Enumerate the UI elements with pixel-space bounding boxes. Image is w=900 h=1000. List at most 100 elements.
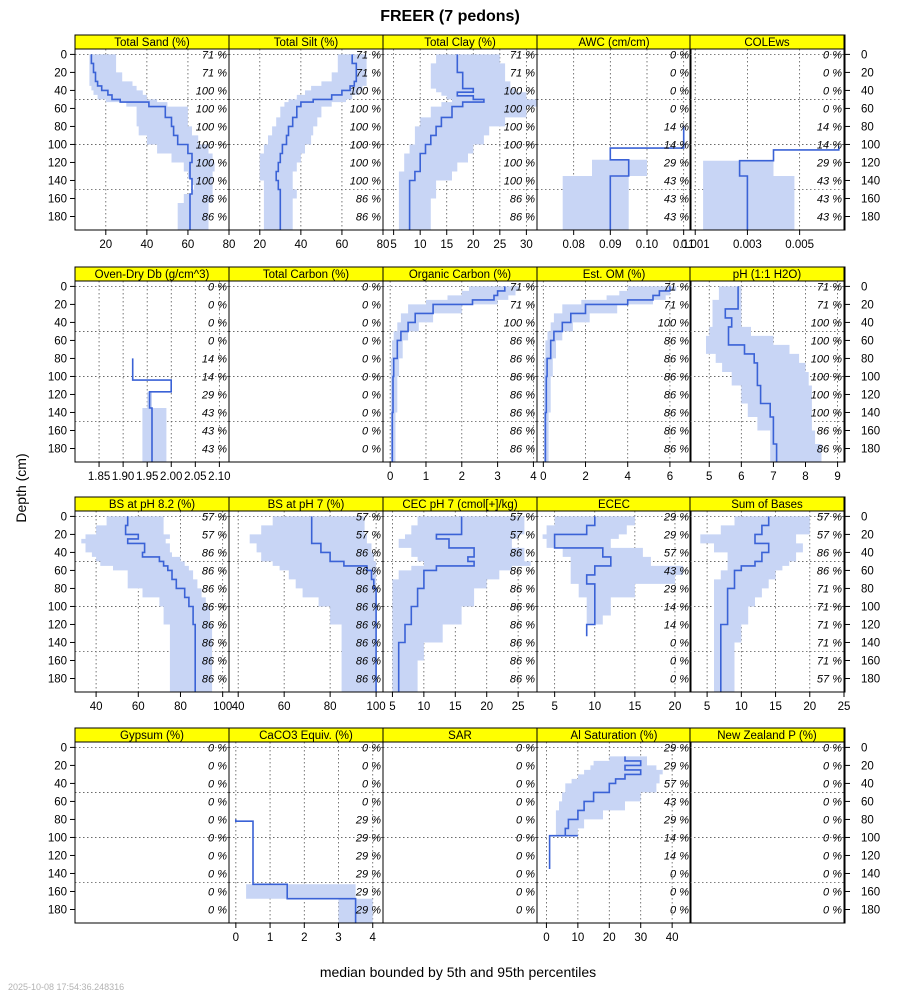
percentile-band bbox=[542, 516, 683, 637]
percent-label: 86 % bbox=[356, 583, 381, 595]
depth-tick-label-right: 80 bbox=[861, 353, 874, 365]
x-tick-label: 1.90 bbox=[112, 471, 134, 483]
percent-label: 29 % bbox=[201, 389, 227, 401]
percent-label: 29 % bbox=[816, 157, 842, 169]
percent-label: 86 % bbox=[202, 565, 227, 577]
panel-strip-label: AWC (cm/cm) bbox=[578, 37, 649, 49]
depth-tick-label-left: 40 bbox=[54, 317, 67, 329]
depth-tick-label-right: 0 bbox=[861, 511, 867, 523]
percentile-band bbox=[398, 54, 537, 230]
x-tick-label: 20 bbox=[99, 239, 112, 251]
percent-label: 57 % bbox=[817, 673, 842, 685]
percent-label: 86 % bbox=[510, 547, 535, 559]
percentile-band bbox=[562, 126, 684, 230]
percent-label: 0 % bbox=[670, 103, 689, 115]
percent-label: 86 % bbox=[510, 443, 535, 455]
percent-label: 0 % bbox=[823, 103, 842, 115]
percent-label: 29 % bbox=[663, 814, 689, 826]
percent-label: 29 % bbox=[663, 742, 689, 754]
percent-label: 29 % bbox=[663, 157, 689, 169]
x-tick-label: 40 bbox=[90, 701, 103, 713]
percent-label: 29 % bbox=[355, 868, 381, 880]
percent-label: 0 % bbox=[823, 886, 842, 898]
percent-label: 14 % bbox=[664, 601, 689, 613]
percent-label: 0 % bbox=[362, 425, 381, 437]
x-tick-label: 4 bbox=[370, 932, 377, 944]
median-line bbox=[544, 286, 671, 462]
x-tick-label: 0.003 bbox=[733, 239, 762, 251]
depth-tick-label-left: 140 bbox=[48, 407, 67, 419]
x-tick-label: 20 bbox=[803, 701, 816, 713]
percent-label: 43 % bbox=[664, 796, 689, 808]
percent-label: 0 % bbox=[362, 778, 381, 790]
percent-label: 0 % bbox=[208, 281, 227, 293]
depth-tick-label-left: 0 bbox=[61, 281, 67, 293]
percentile-band bbox=[700, 516, 810, 692]
percent-label: 100 % bbox=[658, 317, 689, 329]
x-tick-label: 6 bbox=[738, 471, 744, 483]
depth-tick-label-left: 40 bbox=[54, 547, 67, 559]
percent-label: 0 % bbox=[516, 904, 535, 916]
depth-tick-label-right: 20 bbox=[861, 760, 874, 772]
panel-data-group bbox=[703, 146, 840, 230]
x-tick-label: 20 bbox=[669, 701, 682, 713]
percent-label: 57 % bbox=[817, 529, 842, 541]
depth-tick-label-left: 80 bbox=[54, 121, 67, 133]
x-tick-label: 20 bbox=[253, 239, 266, 251]
percent-label: 0 % bbox=[208, 742, 227, 754]
percent-label: 0 % bbox=[362, 443, 381, 455]
median-line bbox=[397, 516, 475, 692]
median-line bbox=[548, 756, 642, 869]
depth-tick-label-right: 60 bbox=[861, 335, 874, 347]
panel-data-group bbox=[544, 286, 677, 462]
depth-tick-label-right: 180 bbox=[861, 673, 880, 685]
percent-label: 0 % bbox=[208, 868, 227, 880]
percent-label: 100 % bbox=[811, 317, 842, 329]
percent-label: 71 % bbox=[202, 49, 227, 61]
percent-label: 86 % bbox=[664, 389, 689, 401]
percent-label: 14 % bbox=[202, 371, 227, 383]
percentile-band bbox=[249, 516, 377, 692]
depth-tick-label-right: 160 bbox=[861, 886, 880, 898]
x-tick-label: 5 bbox=[551, 701, 557, 713]
percent-label: 100 % bbox=[811, 335, 842, 347]
panel-data-group bbox=[398, 54, 537, 230]
percent-label: 14 % bbox=[664, 121, 689, 133]
percent-label: 0 % bbox=[208, 778, 227, 790]
percent-label: 86 % bbox=[202, 547, 227, 559]
percent-label: 43 % bbox=[817, 193, 842, 205]
panel-data-group bbox=[562, 126, 685, 230]
depth-tick-label-left: 80 bbox=[54, 583, 67, 595]
percent-label: 86 % bbox=[202, 637, 227, 649]
percent-label: 0 % bbox=[823, 760, 842, 772]
panel-border bbox=[689, 741, 845, 924]
percent-label: 57 % bbox=[356, 511, 381, 523]
x-tick-label: 40 bbox=[140, 239, 153, 251]
percentile-band bbox=[392, 516, 531, 692]
percentile-band bbox=[259, 54, 367, 230]
depth-tick-label-right: 60 bbox=[861, 103, 874, 115]
depth-tick-label-right: 0 bbox=[861, 742, 867, 754]
x-tick-label: 20 bbox=[467, 239, 480, 251]
depth-tick-label-right: 120 bbox=[861, 157, 880, 169]
percent-label: 100 % bbox=[811, 371, 842, 383]
median-line bbox=[131, 358, 172, 462]
percentile-band bbox=[81, 516, 213, 692]
panel-strip-label: New Zealand P (%) bbox=[717, 730, 817, 742]
panel-strip-label: COLEws bbox=[744, 37, 790, 49]
percent-label: 43 % bbox=[202, 425, 227, 437]
percent-label: 71 % bbox=[202, 67, 227, 79]
panel-data-group bbox=[700, 516, 810, 692]
percent-label: 29 % bbox=[355, 832, 381, 844]
x-tick-label: 20 bbox=[603, 932, 616, 944]
percent-label: 0 % bbox=[516, 742, 535, 754]
depth-tick-label-right: 60 bbox=[861, 565, 874, 577]
percent-label: 43 % bbox=[817, 211, 842, 223]
depth-tick-label-left: 0 bbox=[61, 49, 67, 61]
x-tick-label: 40 bbox=[294, 239, 307, 251]
depth-tick-label-right: 160 bbox=[861, 655, 880, 667]
depth-tick-label-right: 40 bbox=[861, 778, 874, 790]
percent-label: 57 % bbox=[817, 511, 842, 523]
x-tick-label: 15 bbox=[628, 701, 641, 713]
